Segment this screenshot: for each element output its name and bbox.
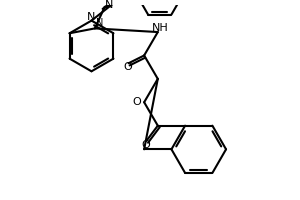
Text: NH: NH: [152, 23, 168, 33]
Text: O: O: [142, 140, 151, 150]
Text: O: O: [132, 97, 141, 107]
Text: N: N: [96, 18, 103, 28]
Text: O: O: [123, 62, 132, 72]
Text: N: N: [105, 0, 114, 10]
Text: N: N: [87, 12, 96, 22]
